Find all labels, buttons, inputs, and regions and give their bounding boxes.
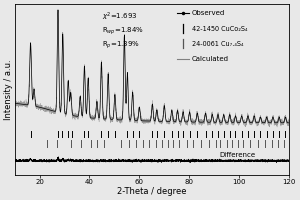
Text: $\chi^2$=1.693: $\chi^2$=1.693 bbox=[102, 10, 137, 23]
Text: R$_{wp}$=1.84%: R$_{wp}$=1.84% bbox=[102, 26, 144, 37]
Text: Calculated: Calculated bbox=[192, 56, 229, 62]
X-axis label: 2-Theta / degree: 2-Theta / degree bbox=[117, 187, 187, 196]
Y-axis label: Intensity / a.u.: Intensity / a.u. bbox=[4, 59, 13, 120]
Text: Difference: Difference bbox=[219, 152, 255, 158]
Text: Observed: Observed bbox=[192, 10, 225, 16]
Text: 24-0061 Cu₇.₄S₄: 24-0061 Cu₇.₄S₄ bbox=[192, 41, 243, 47]
Text: 42-1450 CuCo₂S₄: 42-1450 CuCo₂S₄ bbox=[192, 26, 247, 32]
Text: R$_{p}$=1.39%: R$_{p}$=1.39% bbox=[102, 40, 140, 51]
